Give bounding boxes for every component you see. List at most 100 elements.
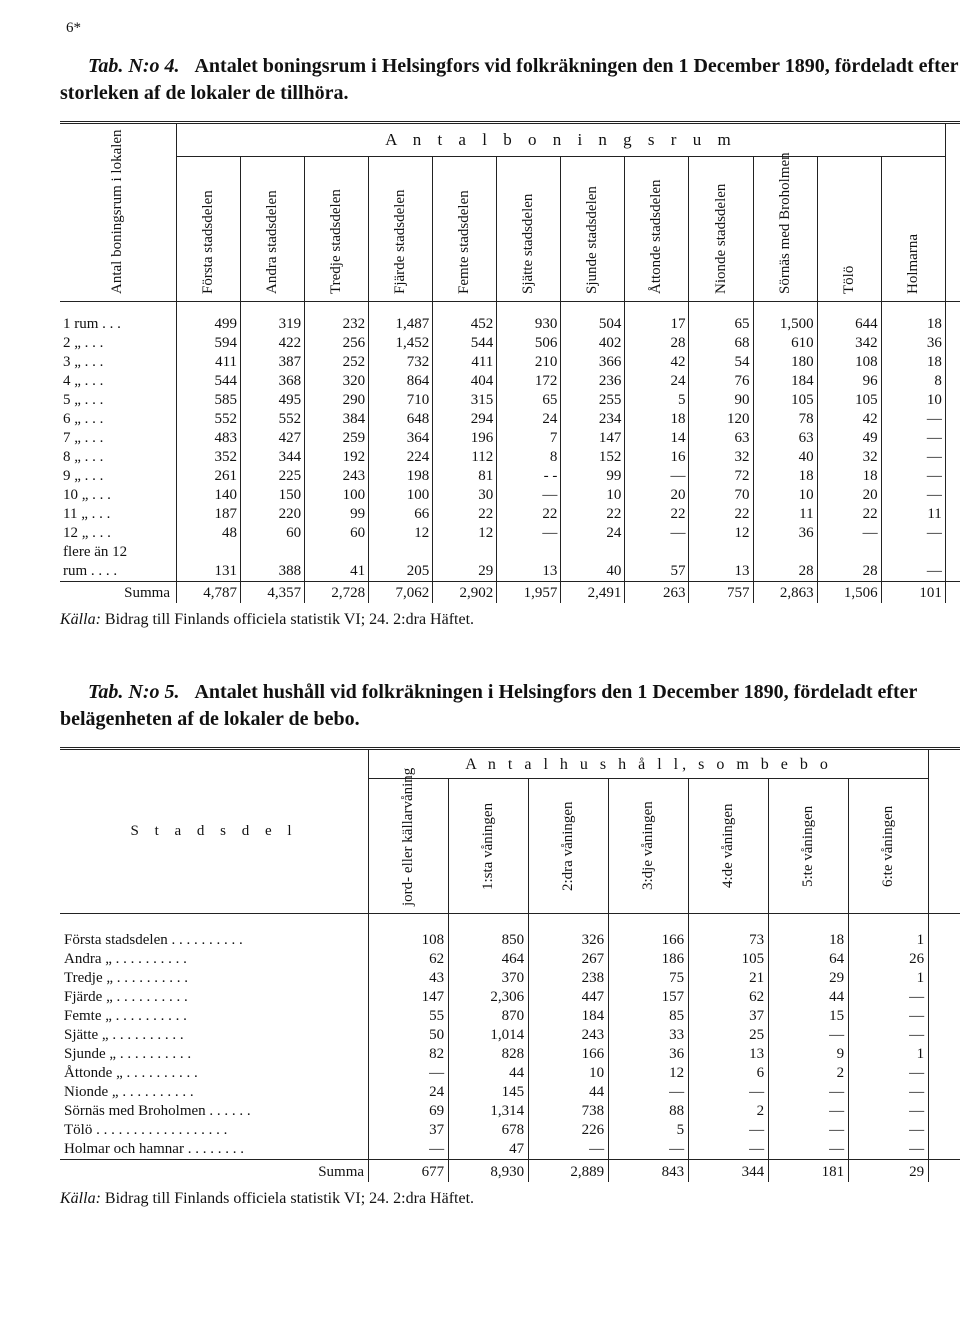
cell: 13 — [497, 562, 561, 582]
row-sum: 2,072 — [945, 429, 960, 448]
cell: 36 — [609, 1045, 689, 1064]
cell: 21 — [689, 969, 769, 988]
cell: 32 — [817, 448, 881, 467]
cell — [689, 543, 753, 562]
cell: 69 — [369, 1102, 449, 1121]
cell: 10 — [753, 486, 817, 505]
f: 8,930 — [449, 1160, 529, 1183]
cell: 404 — [433, 372, 497, 391]
f: 344 — [689, 1160, 769, 1183]
table-row: 9 „ . . .26122524319881- -99—721818—1,21… — [60, 467, 960, 486]
cell: 10 — [529, 1064, 609, 1083]
col-h: 4:de våningen — [720, 780, 737, 912]
cell: 648 — [369, 410, 433, 429]
row-label: 10 „ . . . — [60, 486, 176, 505]
table4-rowhead: Antal boningsrum i lokalen — [60, 124, 176, 302]
cell: — — [849, 1064, 929, 1083]
cell: — — [769, 1102, 849, 1121]
f: 2,863 — [753, 582, 817, 604]
row-sum: 6,667 — [945, 302, 960, 335]
cell: 552 — [241, 410, 305, 429]
cell: 105 — [753, 391, 817, 410]
table-row: 6 „ . . .55255238464829424234181207842—2… — [60, 410, 960, 429]
row-label: 11 „ . . . — [60, 505, 176, 524]
cell: 1,487 — [369, 302, 433, 335]
cell: — — [625, 524, 689, 543]
cell: 44 — [769, 988, 849, 1007]
cell: — — [769, 1140, 849, 1160]
cell: — — [497, 486, 561, 505]
footer-sum: 31,774 — [945, 582, 960, 604]
table5-sumhead: Summa hushåll — [929, 750, 960, 914]
f: 4,787 — [176, 582, 240, 604]
cell — [817, 543, 881, 562]
cell: 1 — [849, 1045, 929, 1064]
cell: 452 — [433, 302, 497, 335]
col-h: Femte stadsdelen — [456, 158, 473, 300]
row-sum: 47 — [929, 1140, 960, 1160]
cell: 99 — [561, 467, 625, 486]
table5-title: Tab. N:o 5. Antalet hushåll vid folkräkn… — [60, 679, 960, 733]
row-sum: 650 — [945, 486, 960, 505]
row-label: Nionde „ . . . . . . . . . . — [60, 1083, 369, 1102]
table4-label: Tab. N:o 4. — [88, 55, 179, 77]
cell: 411 — [433, 353, 497, 372]
table5-body: Första stadsdelen . . . . . . . . . .108… — [60, 914, 960, 1160]
cell: 82 — [369, 1045, 449, 1064]
cell: 13 — [689, 1045, 769, 1064]
cell: 12 — [689, 524, 753, 543]
cell: 319 — [241, 302, 305, 335]
cell: 342 — [817, 334, 881, 353]
row-sum: 1,215 — [945, 467, 960, 486]
col-h: Sjunde stadsdelen — [584, 158, 601, 300]
row-sum: 2,211 — [929, 1102, 960, 1121]
cell: 18 — [753, 467, 817, 486]
f: 677 — [369, 1160, 449, 1183]
col-h: jord- eller källarvåning — [400, 780, 417, 912]
cell: 22 — [433, 505, 497, 524]
cell: — — [769, 1026, 849, 1045]
cell: — — [881, 467, 945, 486]
cell: 196 — [433, 429, 497, 448]
cell: 108 — [369, 914, 449, 951]
cell: 17 — [625, 302, 689, 335]
row-sum: 5,260 — [945, 334, 960, 353]
cell: 290 — [305, 391, 369, 410]
row-sum: 3,296 — [945, 372, 960, 391]
table4-col-headers: Första stadsdelen Andra stadsdelen Tredj… — [60, 157, 960, 302]
row-sum: 264 — [945, 524, 960, 543]
footer-label: Summa — [60, 1160, 369, 1183]
cell: 24 — [561, 524, 625, 543]
cell: 65 — [497, 391, 561, 410]
cell: 294 — [433, 410, 497, 429]
source-label: Källa: — [60, 611, 101, 628]
cell: 36 — [753, 524, 817, 543]
cell: 147 — [369, 988, 449, 1007]
table5-title-text: Antalet hushåll vid folkräkningen i Hels… — [60, 681, 917, 730]
cell: 8 — [881, 372, 945, 391]
table-row: Åttonde „ . . . . . . . . . .—44101262—7… — [60, 1064, 960, 1083]
cell: 10 — [881, 391, 945, 410]
col-h: Andra stadsdelen — [264, 158, 281, 300]
cell: 44 — [449, 1064, 529, 1083]
cell: 2 — [769, 1064, 849, 1083]
table-row: Holmar och hamnar . . . . . . . .—47————… — [60, 1140, 960, 1160]
f: 843 — [609, 1160, 689, 1183]
cell: 72 — [689, 467, 753, 486]
cell: 12 — [369, 524, 433, 543]
row-label: Tölö . . . . . . . . . . . . . . . . . . — [60, 1121, 369, 1140]
f: 181 — [769, 1160, 849, 1183]
cell: 81 — [433, 467, 497, 486]
cell: 180 — [753, 353, 817, 372]
cell: 172 — [497, 372, 561, 391]
cell: 224 — [369, 448, 433, 467]
cell: 11 — [881, 505, 945, 524]
cell: 73 — [689, 914, 769, 951]
cell: 243 — [529, 1026, 609, 1045]
cell: — — [849, 988, 929, 1007]
cell: 28 — [753, 562, 817, 582]
cell: 1,452 — [369, 334, 433, 353]
cell: 60 — [241, 524, 305, 543]
table-row: 8 „ . . .352344192224112815216324032—1,5… — [60, 448, 960, 467]
cell: 610 — [753, 334, 817, 353]
